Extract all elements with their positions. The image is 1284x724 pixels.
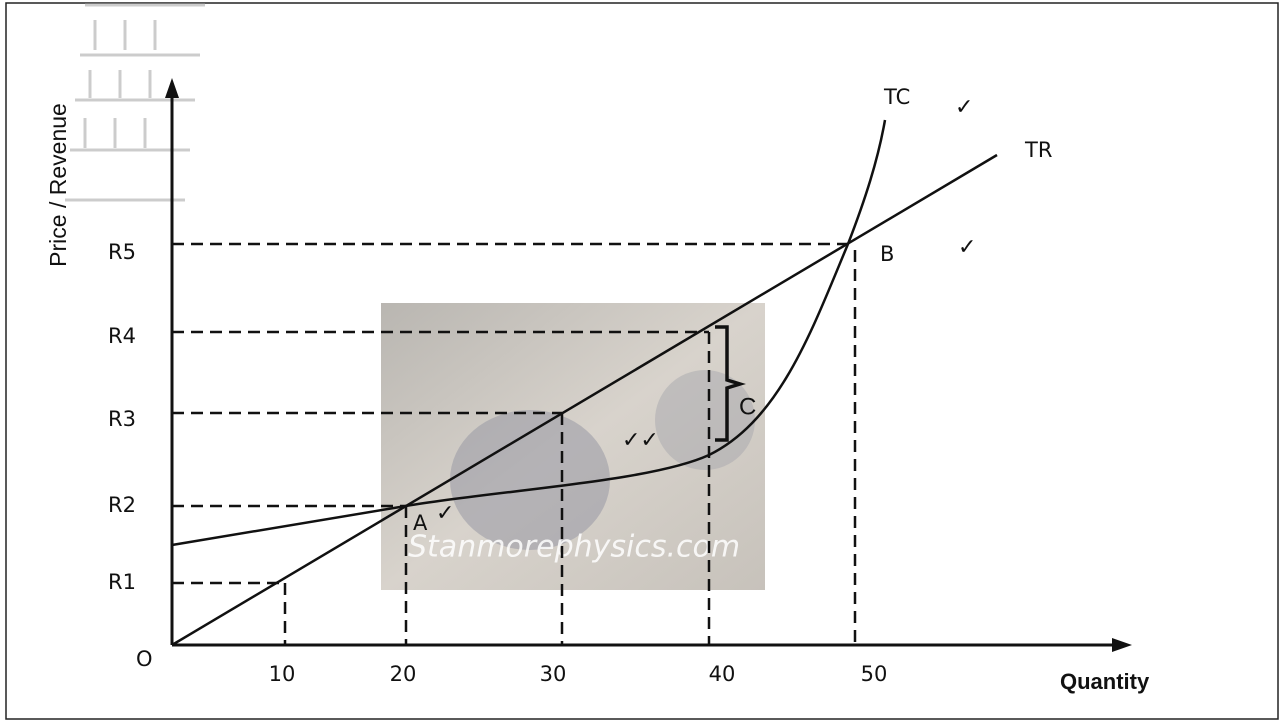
y-tick-label: R5	[108, 240, 136, 264]
x-axis-label: Quantity	[1060, 669, 1150, 694]
check-mark: ✓	[958, 235, 976, 260]
y-tick-label: R4	[108, 324, 136, 348]
x-tick-label: 40	[709, 662, 736, 686]
y-arrow	[165, 78, 179, 98]
y-tick-label: R1	[108, 570, 136, 594]
diagram: Stanmorephysics.com Price / Revenue Quan…	[0, 0, 1284, 724]
x-tick-label: 10	[269, 662, 296, 686]
check-mark: ✓	[436, 501, 454, 526]
x-tick-label: 20	[390, 662, 417, 686]
tower-watermark	[65, 5, 205, 200]
x-arrow	[1112, 638, 1132, 652]
x-tick-label: 30	[540, 662, 567, 686]
point-c-label: C	[739, 393, 756, 420]
tc-label: TC	[883, 85, 910, 109]
tr-label: TR	[1024, 138, 1052, 162]
x-tick-label: 50	[861, 662, 888, 686]
y-tick-label: R3	[108, 407, 136, 431]
y-tick-label: R2	[108, 493, 136, 517]
watermark: Stanmorephysics.com	[408, 530, 740, 565]
point-a-label: A	[413, 511, 428, 535]
check-mark: ✓	[955, 95, 973, 120]
origin-label: O	[136, 647, 153, 671]
point-b-label: B	[880, 242, 894, 266]
y-axis-label: Price / Revenue	[45, 103, 71, 267]
check-mark: ✓✓	[622, 428, 659, 453]
